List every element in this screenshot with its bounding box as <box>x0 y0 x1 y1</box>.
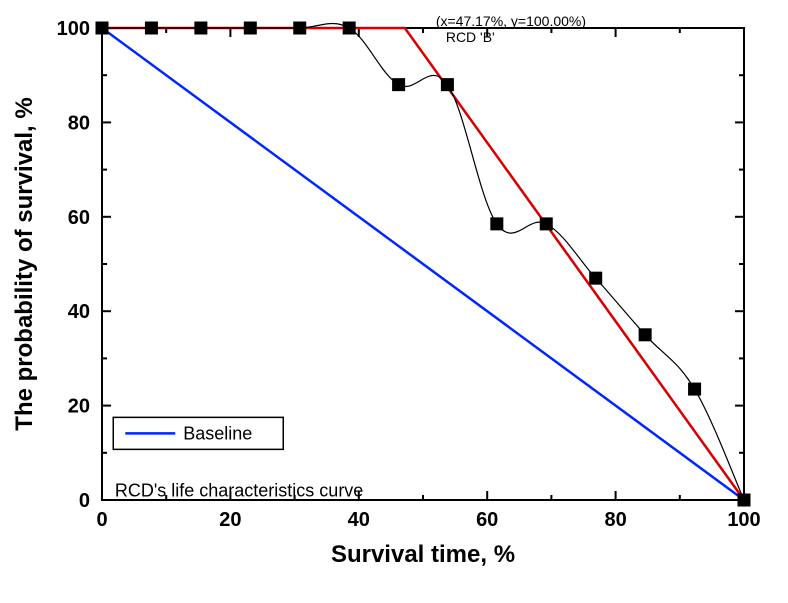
x-tick-label: 60 <box>476 509 498 531</box>
data-marker <box>589 272 602 285</box>
data-marker <box>639 328 652 341</box>
y-tick-label: 100 <box>57 18 90 40</box>
data-marker <box>540 217 553 230</box>
x-tick-label: 20 <box>219 509 241 531</box>
data-marker <box>96 22 109 35</box>
data-marker <box>738 494 751 507</box>
x-tick-label: 100 <box>727 509 760 531</box>
legend-label: Baseline <box>183 423 252 443</box>
x-tick-label: 80 <box>604 509 626 531</box>
data-marker <box>343 22 356 35</box>
x-axis-title: Survival time, % <box>331 541 515 568</box>
y-tick-label: 60 <box>68 207 90 229</box>
y-tick-label: 40 <box>68 301 90 323</box>
y-tick-label: 80 <box>68 112 90 134</box>
chart-svg: 0 20 40 60 80 100 0 20 40 60 80 100 Survival time, %… <box>0 0 788 603</box>
y-axis-title: The probability of survival, % <box>11 97 38 430</box>
x-tick-label: 40 <box>348 509 370 531</box>
data-marker <box>244 22 257 35</box>
x-tick-label: 0 <box>96 509 107 531</box>
y-tick-label: 0 <box>79 490 90 512</box>
data-marker <box>194 22 207 35</box>
y-tick-label: 20 <box>68 396 90 418</box>
data-marker <box>441 78 454 91</box>
annotation-line2: RCD 'B' <box>446 29 495 45</box>
data-marker <box>145 22 158 35</box>
data-marker <box>392 78 405 91</box>
chart-caption: RCD's life characteristics curve <box>115 481 364 501</box>
data-marker <box>688 383 701 396</box>
data-marker <box>490 217 503 230</box>
data-marker <box>293 22 306 35</box>
survival-chart: 0 20 40 60 80 100 0 20 40 60 80 100 Survival time, %… <box>0 0 788 603</box>
annotation-line1: (x=47.17%, y=100.00%) <box>436 13 586 29</box>
